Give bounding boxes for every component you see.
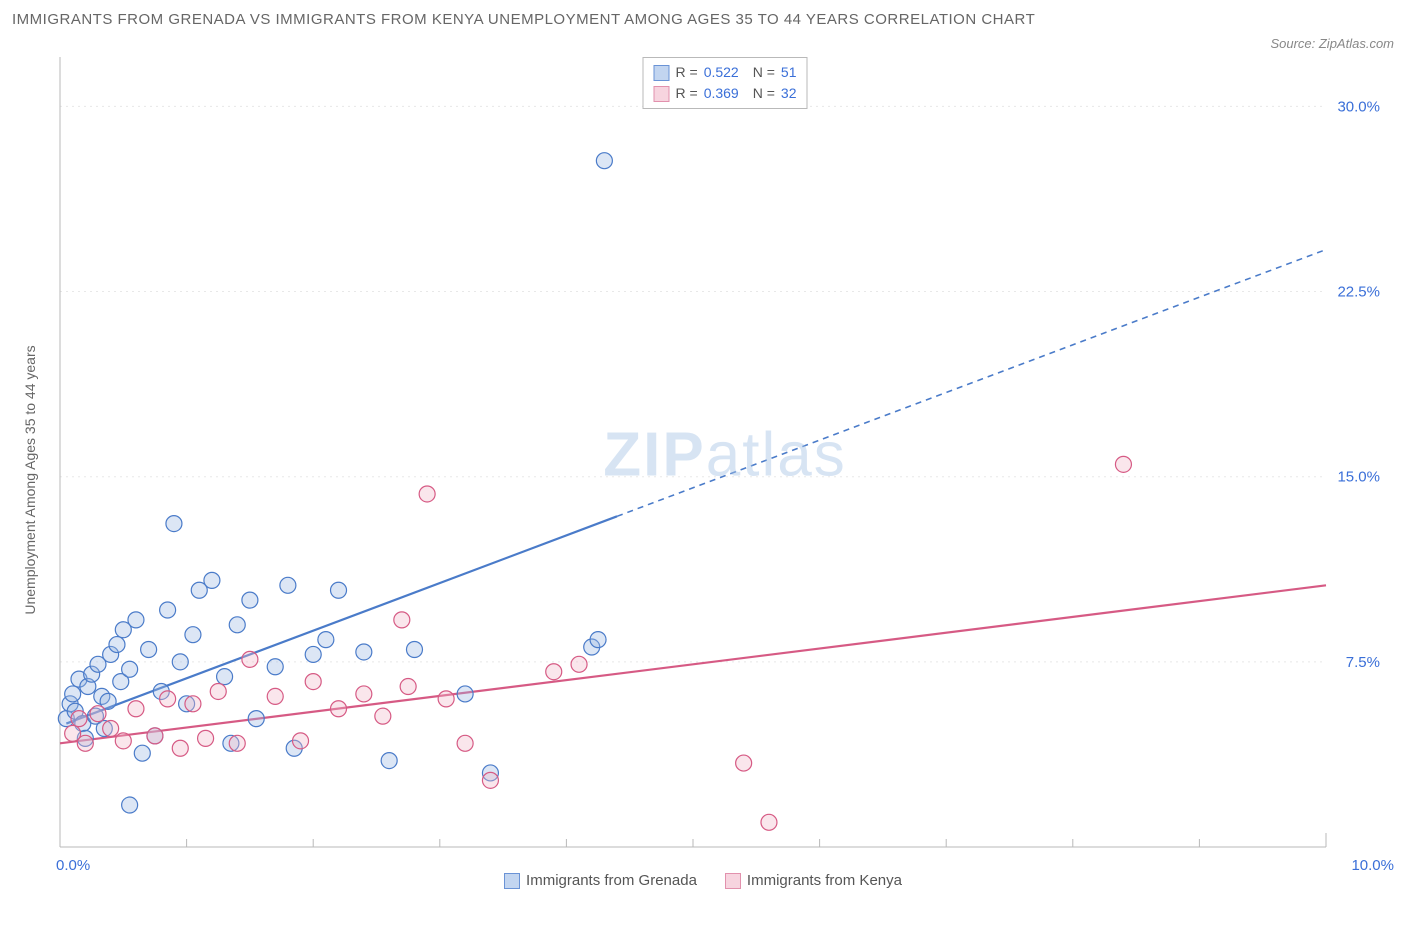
series-legend: Immigrants from Grenada Immigrants from … [12,872,1394,889]
r-label: R = [676,62,698,83]
source-label: Source: ZipAtlas.com [1270,36,1394,51]
stats-row-grenada: R = 0.522 N = 51 [654,62,797,83]
stats-legend: R = 0.522 N = 51 R = 0.369 N = 32 [643,57,808,109]
r-label: R = [676,83,698,104]
swatch-grenada-bottom [504,873,520,889]
n-label: N = [753,62,775,83]
x-tick-min: 0.0% [56,857,90,874]
n-value-kenya: 32 [781,83,797,104]
stats-row-kenya: R = 0.369 N = 32 [654,83,797,104]
y-axis-label: Unemployment Among Ages 35 to 44 years [22,345,38,614]
x-tick-max: 10.0% [1351,857,1394,874]
chart-area: Unemployment Among Ages 35 to 44 years R… [12,55,1394,889]
legend-label-kenya: Immigrants from Kenya [747,872,902,889]
r-value-kenya: 0.369 [704,83,739,104]
swatch-kenya [654,86,670,102]
legend-label-grenada: Immigrants from Grenada [526,872,697,889]
swatch-kenya-bottom [725,873,741,889]
r-value-grenada: 0.522 [704,62,739,83]
legend-item-kenya: Immigrants from Kenya [725,872,902,889]
svg-text:15.0%: 15.0% [1337,469,1380,486]
swatch-grenada [654,65,670,81]
n-label: N = [753,83,775,104]
svg-text:7.5%: 7.5% [1346,654,1380,671]
chart-title: IMMIGRANTS FROM GRENADA VS IMMIGRANTS FR… [12,8,1035,32]
n-value-grenada: 51 [781,62,797,83]
legend-item-grenada: Immigrants from Grenada [504,872,697,889]
plot-region: R = 0.522 N = 51 R = 0.369 N = 32 ZIPatl… [56,55,1394,855]
chart-header: IMMIGRANTS FROM GRENADA VS IMMIGRANTS FR… [12,8,1394,51]
scatter-chart: 7.5% 15.0% 22.5% 30.0% [56,55,1386,855]
svg-text:22.5%: 22.5% [1337,284,1380,301]
svg-text:30.0%: 30.0% [1337,98,1380,115]
